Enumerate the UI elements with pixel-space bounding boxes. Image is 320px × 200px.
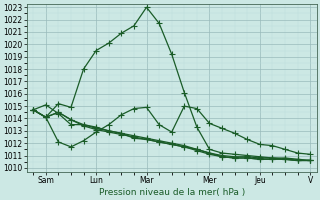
X-axis label: Pression niveau de la mer( hPa ): Pression niveau de la mer( hPa ) (99, 188, 245, 197)
